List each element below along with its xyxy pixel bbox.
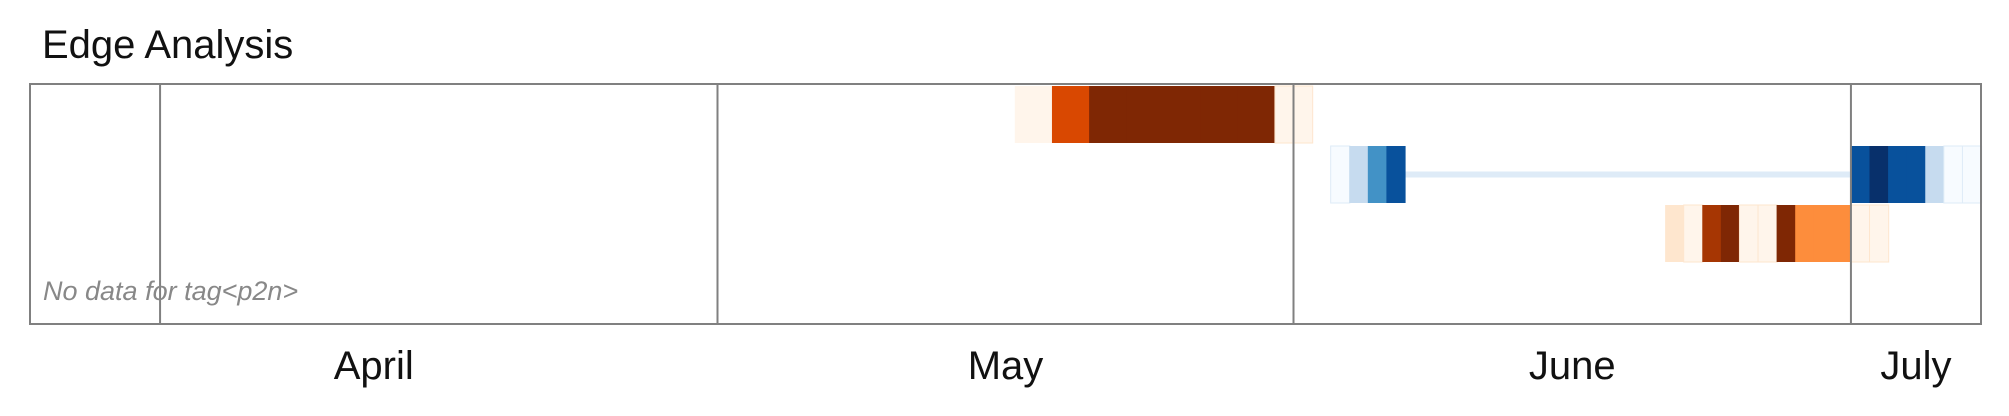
heatmap-cell	[1051, 86, 1090, 143]
heatmap-cell	[1089, 86, 1127, 143]
heatmap-cells	[1014, 85, 1983, 263]
month-label: July	[1880, 344, 1951, 388]
no-data-note: No data for tag<p2n>	[43, 276, 298, 306]
panel-frame	[29, 83, 1982, 325]
heatmap-cell	[1850, 146, 1871, 203]
heatmap-cell	[1757, 204, 1778, 263]
heatmap-cell	[1683, 204, 1704, 263]
heatmap-cell	[1888, 146, 1908, 203]
heatmap-cell	[1720, 205, 1741, 262]
heatmap-cell	[1813, 205, 1833, 262]
heatmap-cell	[1850, 204, 1871, 263]
heatmap-cell	[1014, 86, 1053, 143]
heatmap-cell	[1126, 86, 1165, 143]
heatmap-cell	[1386, 146, 1406, 203]
heatmap-cell	[1367, 146, 1388, 203]
heatmap-cell	[1776, 205, 1796, 262]
heatmap-cell	[1795, 205, 1815, 262]
heatmap-cell	[1200, 86, 1239, 143]
heatmap-cell	[1869, 204, 1890, 263]
heatmap-cell	[1702, 205, 1722, 262]
plot-border	[29, 83, 1982, 325]
month-label: June	[1529, 344, 1616, 388]
heatmap-cell	[1738, 204, 1760, 263]
row-2-connector	[1404, 171, 1851, 178]
heatmap-cell	[1832, 205, 1852, 262]
heatmap-cell	[1163, 86, 1202, 143]
heatmap-cell	[1961, 145, 1983, 204]
heatmap-cell	[1665, 205, 1685, 262]
month-label: May	[968, 344, 1044, 388]
month-labels: April May June July	[334, 344, 1952, 388]
chart-title: Edge Analysis	[42, 23, 293, 67]
heatmap-cell	[1349, 146, 1369, 203]
heatmap-cell	[1906, 146, 1926, 203]
heatmap-cell	[1330, 145, 1351, 204]
month-label: April	[334, 344, 414, 388]
heatmap-cell	[1237, 86, 1276, 143]
heatmap-cell	[1925, 146, 1945, 203]
heatmap-cell	[1943, 145, 1964, 204]
heatmap-cell	[1869, 146, 1889, 203]
